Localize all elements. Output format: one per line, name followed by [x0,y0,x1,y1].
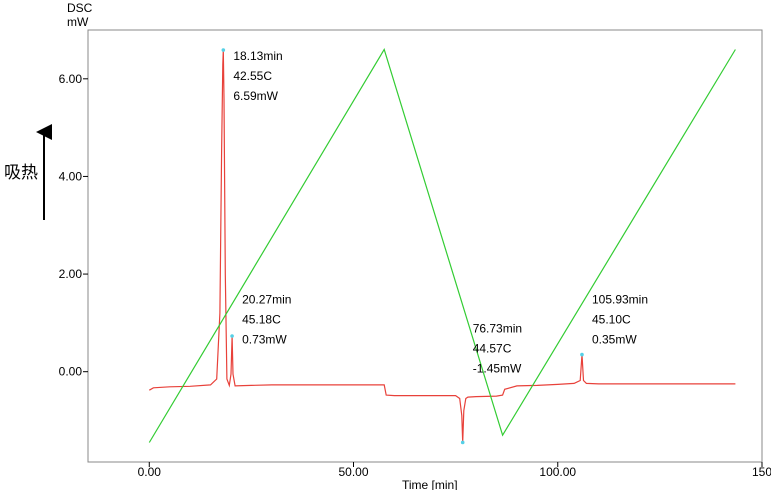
peak-annotation-text: 105.93min [592,292,648,306]
peak-annotation-text: 20.27min [242,292,291,306]
axis-ticks: 0.00 50.00 100.00 150 0.00 2.00 4.00 6.00 [59,72,771,479]
peak-marker [221,48,226,52]
y-unit-top: DSC [67,1,93,15]
peak-annotation-text: 45.10C [592,312,631,326]
x-tick-label: 0.00 [138,465,162,479]
peak-annotation-text: 0.35mW [592,332,637,346]
x-axis-label: Time [min] [402,478,458,490]
peak-annotation-text: -1.45mW [473,362,522,376]
peak-annotations: 18.13min 42.55C 6.59mW 20.27min 45.18C 0.73mW… [221,48,648,445]
dsc-heat-flow-line [148,49,736,443]
y-tick-label: 4.00 [59,169,83,183]
peak-marker [460,440,465,445]
y-tick-label: 6.00 [59,72,83,86]
peak-annotation-text: 42.55C [233,69,272,83]
peak-annotation-text: 6.59mW [233,89,278,103]
y-tick-label: 0.00 [59,365,83,379]
data-series [148,48,736,443]
peak-annotation-text: 44.57C [473,342,512,356]
peak-annotation-text: 18.13min [233,49,282,63]
y-tick-label: 2.00 [59,267,83,281]
peak-marker [230,334,234,338]
peak-annotation-text: 76.73min [473,322,522,336]
endotherm-label: 吸热 [4,163,38,183]
peak-annotation-text: 0.73mW [242,332,287,346]
plot-area [87,29,763,463]
x-tick-label: 50.00 [338,465,368,479]
peak-annotation-text: 45.18C [242,312,281,326]
x-tick-label: 150 [752,465,771,479]
x-tick-label: 100.00 [539,465,576,479]
temperature-program-line [148,48,736,443]
y-unit-bottom: mW [67,15,89,29]
peak-marker [580,352,584,357]
